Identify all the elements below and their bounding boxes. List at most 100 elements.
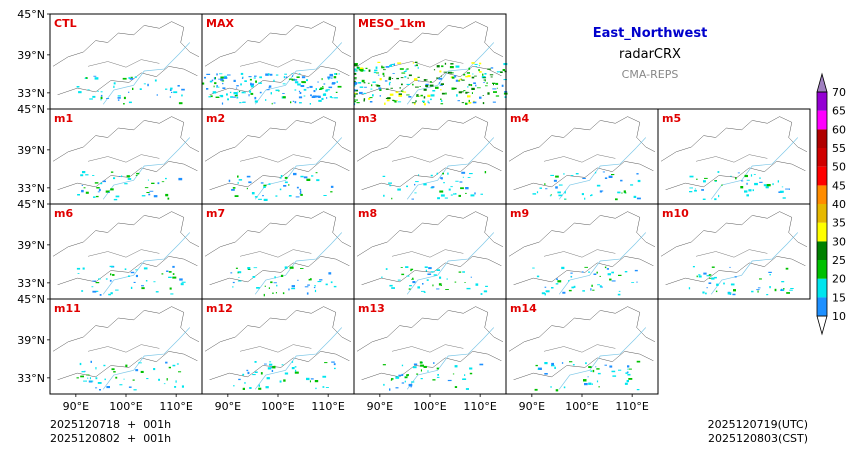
echo-pixel [471,92,473,94]
echo-pixel [426,279,429,281]
echo-pixel [626,371,629,374]
echo-pixel [702,291,705,294]
echo-pixel [757,290,759,293]
echo-pixel [495,95,500,97]
echo-pixel [766,294,769,296]
echo-pixel [440,177,443,179]
echo-pixel [701,189,704,191]
echo-pixel [246,187,248,190]
province-boundary [204,306,352,352]
lon-tick-label: 110°E [615,400,648,413]
radar-echo-field [76,75,185,105]
panel-background [354,14,506,109]
echo-pixel [295,196,300,198]
echo-pixel [601,190,604,192]
echo-pixel [76,377,79,379]
echo-pixel [258,82,262,84]
echo-pixel [379,88,382,91]
echo-pixel [168,366,171,369]
map-panel-ctl: CTL [49,13,203,110]
echo-pixel [221,95,224,97]
echo-pixel [326,89,330,91]
echo-pixel [431,186,435,188]
echo-pixel [81,371,86,373]
echo-pixel [536,275,540,278]
echo-pixel [473,82,476,84]
echo-pixel [462,271,465,273]
echo-pixel [595,366,597,368]
echo-pixel [283,185,287,187]
echo-pixel [354,99,358,101]
echo-pixel [328,86,333,89]
echo-pixel [100,94,103,97]
echo-pixel [338,73,340,75]
echo-pixel [596,368,600,370]
echo-pixel [299,92,302,94]
echo-pixel [165,177,167,180]
echo-pixel [382,72,385,76]
echo-pixel [618,369,622,371]
echo-pixel [400,267,403,268]
echo-pixel [436,367,439,370]
echo-pixel [234,195,239,197]
echo-pixel [440,83,444,85]
echo-pixel [95,290,99,292]
echo-pixel [410,386,412,388]
echo-pixel [385,66,390,68]
echo-pixel [735,177,737,180]
lon-tick-label: 90°E [215,400,241,413]
echo-pixel [121,175,123,178]
echo-pixel [592,369,595,373]
echo-pixel [442,172,444,175]
echo-pixel [149,190,154,192]
echo-pixel [420,369,422,372]
echo-pixel [146,192,150,193]
echo-pixel [746,182,748,185]
echo-pixel [777,180,779,183]
echo-pixel [219,73,223,75]
echo-pixel [633,195,637,198]
echo-pixel [746,179,750,181]
echo-pixel [698,275,702,278]
echo-pixel [167,197,170,200]
echo-pixel [334,73,337,75]
radar-echo-field [76,265,186,296]
echo-pixel [389,184,392,187]
echo-pixel [478,69,480,72]
echo-pixel [425,83,429,86]
echo-pixel [689,187,693,189]
echo-pixel [636,389,640,391]
echo-pixel [482,95,484,96]
echo-pixel [448,71,451,74]
echo-pixel [214,82,217,85]
echo-pixel [406,374,409,377]
echo-pixel [103,364,106,367]
river-line [558,327,647,390]
echo-pixel [90,360,92,363]
echo-pixel [92,95,96,98]
echo-pixel [268,73,270,76]
echo-pixel [636,281,638,283]
echo-pixel [301,81,306,83]
echo-pixel [272,366,276,369]
echo-pixel [459,181,463,183]
echo-pixel [254,196,258,198]
echo-pixel [748,189,752,192]
panel-label: m8 [358,207,377,220]
echo-pixel [319,279,323,281]
echo-pixel [294,101,297,104]
province-boundary [543,249,616,258]
echo-pixel [100,99,102,101]
echo-pixel [97,382,102,384]
echo-pixel [415,181,419,183]
echo-pixel [486,82,488,84]
echo-pixel [476,87,481,89]
echo-pixel [457,100,460,102]
echo-pixel [89,377,91,380]
echo-pixel [291,361,294,363]
echo-pixel [430,174,433,177]
echo-pixel [322,386,325,388]
river-line [558,137,647,200]
echo-pixel [388,76,392,79]
echo-pixel [322,93,327,96]
